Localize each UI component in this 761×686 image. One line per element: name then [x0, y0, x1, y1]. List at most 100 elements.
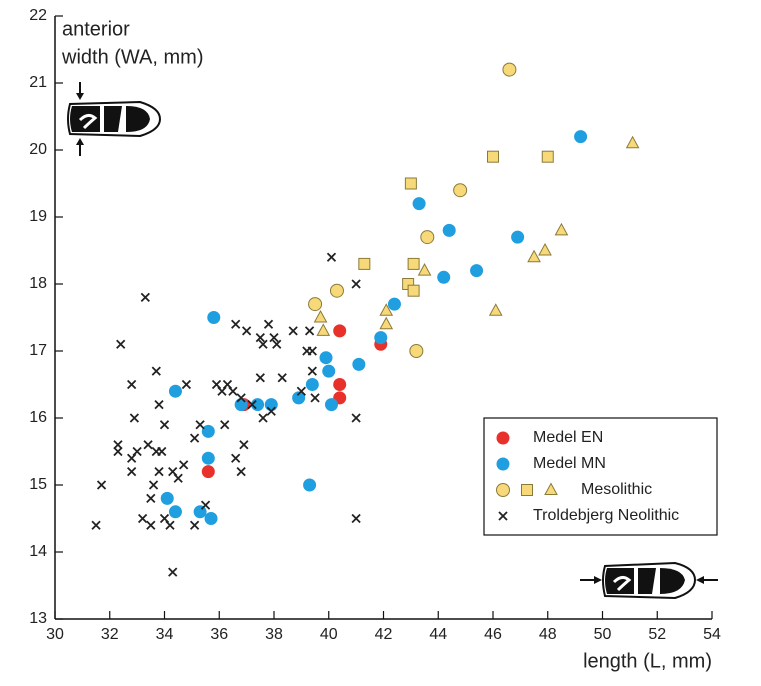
legend-marker	[496, 457, 510, 471]
data-point	[404, 177, 417, 190]
data-point	[412, 197, 426, 211]
x-tick-label: 40	[320, 626, 338, 643]
y-axis-label: anterior	[62, 18, 130, 40]
data-point	[113, 446, 123, 457]
legend-label: Troldebjerg Neolithic	[533, 507, 679, 524]
x-tick-label: 36	[210, 626, 228, 643]
data-point	[201, 424, 215, 438]
data-point	[263, 319, 274, 329]
data-point	[264, 398, 278, 412]
x-tick-label: 34	[156, 626, 174, 643]
data-point	[453, 183, 468, 198]
data-point	[303, 478, 317, 492]
data-point	[379, 303, 394, 316]
legend-marker	[544, 482, 558, 495]
data-point	[307, 366, 317, 376]
data-point	[351, 413, 361, 423]
y-tick-label: 21	[29, 74, 47, 91]
data-point	[329, 283, 344, 298]
data-point	[379, 316, 394, 330]
legend-label: Medel MN	[533, 455, 606, 472]
data-point	[387, 297, 401, 311]
y-tick-label: 17	[29, 342, 47, 359]
data-point	[220, 420, 230, 430]
data-point	[239, 440, 249, 450]
data-point	[511, 230, 525, 244]
data-point	[189, 433, 200, 443]
data-point	[236, 393, 246, 403]
data-point	[409, 344, 424, 358]
y-tick-label: 20	[29, 141, 47, 158]
data-point	[201, 465, 215, 479]
beetle-icon-bottom	[580, 561, 718, 600]
data-point	[574, 130, 588, 144]
data-point	[527, 249, 541, 263]
data-point	[333, 378, 347, 391]
data-point	[127, 466, 137, 477]
data-point	[407, 284, 420, 297]
data-point	[277, 373, 287, 383]
data-point	[241, 326, 252, 336]
data-point	[322, 364, 336, 378]
data-point	[316, 323, 331, 336]
data-point	[351, 279, 361, 289]
data-point	[207, 311, 221, 324]
data-point	[195, 420, 205, 430]
legend-label: Mesolithic	[581, 481, 652, 498]
data-point	[204, 512, 218, 525]
legend-box	[483, 417, 718, 536]
x-tick-label: 38	[265, 626, 283, 643]
data-point	[159, 420, 170, 430]
data-point	[179, 460, 189, 470]
y-tick-label: 15	[29, 476, 47, 493]
y-tick-label: 22	[29, 7, 47, 24]
legend-marker	[496, 431, 510, 445]
data-point	[258, 339, 268, 349]
legend-marker	[498, 511, 508, 521]
data-point	[269, 332, 279, 343]
legend-marker	[496, 483, 510, 497]
data-point	[116, 339, 126, 349]
data-point	[470, 264, 484, 278]
data-point	[255, 373, 265, 383]
data-point	[538, 242, 552, 256]
data-point	[137, 513, 148, 524]
data-point	[502, 62, 517, 77]
x-tick-label: 30	[46, 626, 64, 643]
data-point	[308, 297, 323, 312]
data-point	[333, 324, 347, 338]
x-tick-label: 52	[648, 626, 666, 643]
data-point	[358, 257, 371, 270]
data-point	[160, 491, 174, 505]
x-tick-label: 32	[101, 626, 119, 643]
y-tick-label: 13	[29, 610, 47, 627]
data-point	[313, 309, 328, 323]
x-tick-label: 46	[484, 626, 502, 643]
data-point	[310, 393, 320, 403]
legend-label: Medel EN	[533, 429, 603, 446]
data-point	[554, 222, 569, 236]
data-point	[140, 292, 150, 303]
data-point	[168, 567, 178, 577]
data-point	[324, 398, 338, 412]
data-point	[374, 331, 388, 345]
y-axis-label: width (WA, mm)	[61, 46, 203, 68]
data-point	[420, 230, 435, 245]
data-point	[231, 319, 241, 329]
data-point	[272, 339, 282, 349]
data-point	[296, 386, 307, 396]
data-point	[91, 520, 101, 530]
data-point	[129, 413, 140, 423]
data-point	[181, 379, 192, 390]
legend-marker	[521, 484, 533, 496]
data-point	[304, 326, 315, 336]
y-tick-label: 14	[29, 543, 47, 560]
x-tick-label: 54	[703, 626, 721, 643]
data-point	[143, 440, 153, 450]
data-point	[173, 473, 183, 483]
data-point	[288, 326, 298, 336]
data-point	[157, 446, 167, 457]
data-point	[417, 263, 432, 276]
x-tick-label: 44	[429, 626, 447, 643]
